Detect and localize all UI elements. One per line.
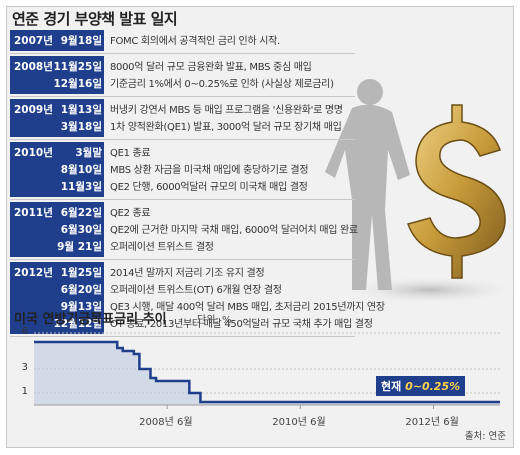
x-tick-label: 2008년 6월 [139, 417, 193, 428]
year-label: 2010년 [14, 147, 53, 159]
timeline-year-group: 2011년 6월22일 QE2 종료 6월30일 QE2에 근거한 마지막 국채 매입,… [10, 202, 358, 260]
event-description: 1차 양적완화(QE1) 발표, 3000억 달러 규모 장기채 매입 [110, 122, 342, 133]
year-box [10, 56, 104, 94]
event-description: QE2 종료 [110, 208, 151, 219]
event-description: QE3 시행, 매달 400억 달러 MBS 매입, 초저금리 2015년까지 … [110, 302, 385, 313]
year-box [10, 142, 104, 197]
rate-area-fill [34, 342, 500, 405]
event-date: 12월16일 [53, 78, 102, 90]
event-date: 12월12일 [53, 318, 102, 330]
y-tick-label: 6 [21, 326, 28, 337]
page-title: 연준 경기 부양책 발표 일지 [12, 10, 178, 28]
event-description: QE2에 근거한 마지막 국채 매입, 6000억 달러어치 매입 완료 [110, 225, 358, 236]
event-description: 버냉키 강연서 MBS 등 매입 프로그램을 '신용완화'로 명명 [110, 105, 343, 116]
x-tick-label: 2010년 6월 [272, 417, 326, 428]
current-rate-label: 현재 [381, 380, 402, 393]
event-description: MBS 상환 자금을 미국채 매입에 충당하기로 결정 [110, 165, 309, 176]
year-box [10, 202, 104, 257]
year-label: 2007년 [14, 35, 53, 47]
current-rate-value: 0~0.25% [405, 380, 461, 393]
event-date: 9월 21일 [57, 241, 102, 253]
event-date: 1월25일 [60, 267, 102, 279]
timeline-year-group: 2012년 1월25일 2014년 말까지 저금리 기조 유지 결정 6월20일 오퍼레… [10, 262, 385, 337]
current-rate-callout: 현재 0~0.25% [376, 376, 466, 396]
event-date: 6월22일 [60, 207, 102, 219]
year-label: 2012년 [14, 267, 53, 279]
event-date: 3월말 [75, 147, 102, 159]
x-tick-label: 2012년 6월 [405, 417, 459, 428]
timeline-year-group: 2009년 1월13일 버냉키 강연서 MBS 등 매입 프로그램을 '신용완화'로… [10, 99, 355, 140]
event-description: QE2 단행, 6000억달러 규모의 미국채 매입 결정 [110, 182, 308, 193]
timeline-year-group: 2010년 3월말 QE1 종료 8월10일 MBS 상환 자금을 미국채 매입에 충당… [10, 142, 355, 200]
event-description: QE1 종료 [110, 148, 151, 159]
event-date: 8월10일 [60, 164, 102, 176]
event-date: 6월30일 [60, 224, 102, 236]
event-date: 9월18일 [60, 35, 102, 47]
year-label: 2011년 [14, 207, 53, 219]
event-description: 오퍼레이션 트위스트 결정 [110, 242, 214, 253]
event-description: FOMC 회의에서 공격적인 금리 인하 시작. [110, 36, 280, 47]
chart-unit-label: 단위: % [197, 315, 232, 326]
event-description: 오퍼레이션 트위스트(OT) 6개월 연장 결정 [110, 285, 282, 296]
year-label: 2008년 [14, 61, 53, 73]
event-description: 8000억 달러 규모 금융완화 발표, MBS 중심 매입 [110, 62, 312, 73]
source-note: 출처: 연준 [464, 431, 506, 442]
event-description: 기준금리 1%에서 0~0.25%로 인하 (사실상 제로금리) [110, 79, 334, 90]
event-date: 3월18일 [60, 121, 102, 133]
year-label: 2009년 [14, 104, 53, 116]
event-date: 1월13일 [60, 104, 102, 116]
y-tick-label: 3 [21, 362, 28, 373]
event-date: 9월13일 [60, 301, 102, 313]
event-description: 2014년 말까지 저금리 기조 유지 결정 [110, 268, 265, 279]
chart-title: 미국 연방기금목표금리 추이 [14, 312, 167, 327]
year-box [10, 30, 104, 51]
event-date: 11월3일 [60, 181, 102, 193]
timeline-year-group: 2008년 11월25일 8000억 달러 규모 금융완화 발표, MBS 중심 매… [10, 56, 355, 97]
event-description: OT 종료, 2013년부터 매달 450억달러 규모 국채 추가 매입 결정 [110, 319, 373, 330]
y-tick-label: 1 [21, 386, 28, 397]
event-date: 6월20일 [60, 284, 102, 296]
timeline-year-group: 2007년 9월18일 FOMC 회의에서 공격적인 금리 인하 시작. [10, 30, 355, 54]
year-box [10, 99, 104, 137]
year-box [10, 262, 104, 334]
event-date: 11월25일 [53, 61, 102, 73]
rate-series-line [34, 340, 500, 404]
